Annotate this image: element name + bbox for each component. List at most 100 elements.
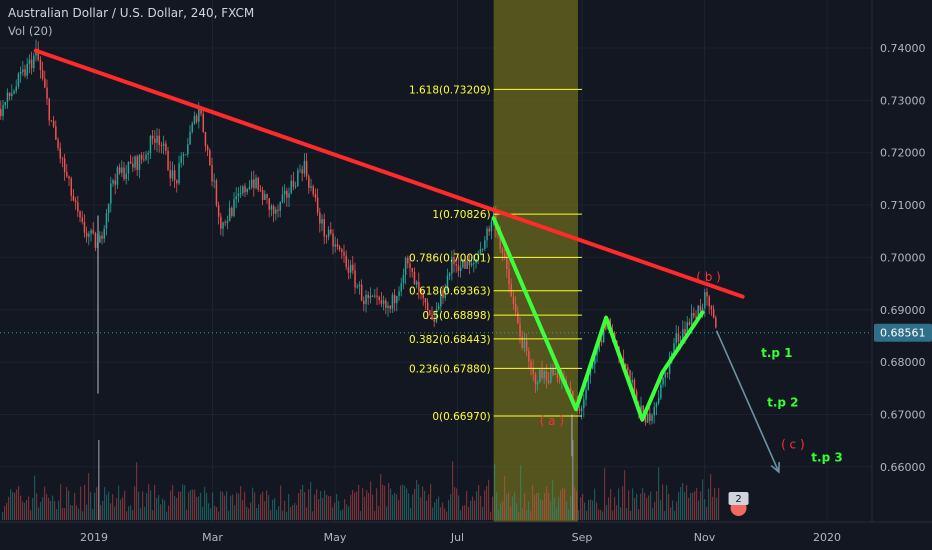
candle bbox=[448, 271, 451, 280]
volume-bar bbox=[640, 493, 642, 520]
candle-body bbox=[81, 217, 83, 222]
volume-bar bbox=[406, 488, 408, 520]
volume-bar bbox=[180, 491, 182, 520]
volume-bar bbox=[200, 492, 202, 520]
volume-bar bbox=[154, 484, 156, 520]
candle-body bbox=[554, 373, 556, 376]
volume-bar bbox=[178, 491, 180, 520]
candle-body bbox=[202, 113, 204, 133]
volume-indicator-label[interactable]: Vol (20) bbox=[8, 24, 53, 38]
volume-bar bbox=[318, 499, 320, 520]
price-tick-label: 0.72000 bbox=[880, 147, 926, 160]
fibonacci-level-label: 0.236(0.67880) bbox=[409, 363, 491, 375]
candle-body bbox=[123, 167, 125, 179]
candle-body bbox=[222, 222, 224, 229]
candle bbox=[343, 244, 345, 264]
candle bbox=[444, 283, 446, 302]
time-tick-label: Sep bbox=[572, 531, 593, 544]
candle-body bbox=[257, 177, 259, 190]
volume-bar bbox=[340, 510, 342, 520]
candle bbox=[363, 296, 365, 312]
time-tick-label: Mar bbox=[202, 531, 223, 544]
candle bbox=[189, 125, 191, 145]
candle bbox=[61, 156, 64, 168]
candle bbox=[442, 285, 444, 304]
volume-bar bbox=[270, 510, 272, 520]
candle bbox=[451, 250, 453, 281]
candle bbox=[360, 279, 363, 302]
candle-body bbox=[178, 163, 180, 184]
candle bbox=[699, 298, 702, 314]
candle-body bbox=[308, 176, 310, 188]
volume-bar bbox=[196, 496, 198, 520]
volume-bar bbox=[404, 485, 406, 520]
price-tick-label: 0.69000 bbox=[880, 304, 926, 317]
candle bbox=[264, 190, 266, 201]
candle bbox=[704, 288, 706, 317]
candle bbox=[57, 137, 59, 151]
volume-bar bbox=[706, 506, 708, 520]
candle bbox=[435, 302, 438, 324]
volume-bar bbox=[216, 507, 218, 520]
candle-body bbox=[264, 194, 266, 200]
volume-bar bbox=[72, 505, 74, 520]
candle bbox=[649, 407, 651, 425]
candle-body bbox=[347, 267, 350, 273]
candle-body bbox=[453, 256, 455, 265]
candle bbox=[283, 184, 286, 204]
candle bbox=[235, 187, 237, 209]
candle bbox=[501, 246, 504, 261]
candle bbox=[127, 161, 130, 181]
candle-body bbox=[360, 284, 363, 301]
candle bbox=[475, 258, 477, 269]
candle-body bbox=[448, 273, 451, 276]
volume-bar bbox=[546, 486, 548, 520]
candle bbox=[506, 252, 508, 278]
volume-bar bbox=[550, 500, 552, 520]
candle-body bbox=[11, 93, 13, 97]
volume-bar bbox=[12, 492, 14, 520]
candle-body bbox=[228, 207, 231, 222]
candle bbox=[55, 120, 57, 140]
candle-body bbox=[475, 259, 477, 264]
volume-bar bbox=[38, 507, 40, 520]
candle-body bbox=[411, 268, 413, 272]
candle bbox=[675, 324, 677, 350]
volume-bar bbox=[174, 495, 176, 520]
candle-body bbox=[605, 325, 607, 330]
candle bbox=[41, 61, 44, 81]
candle bbox=[228, 200, 231, 222]
candle-body bbox=[545, 371, 548, 381]
candle-body bbox=[587, 375, 589, 390]
volume-bar bbox=[612, 510, 614, 520]
volume-bar bbox=[604, 468, 606, 520]
volume-bar bbox=[616, 505, 618, 520]
candle-body bbox=[532, 368, 534, 374]
volume-bar bbox=[106, 494, 108, 520]
fibonacci-level-label: 0.382(0.68443) bbox=[409, 334, 491, 346]
volume-bar bbox=[458, 495, 460, 520]
candle-body bbox=[712, 309, 715, 318]
candle-body bbox=[396, 296, 398, 304]
candle-body bbox=[327, 229, 330, 237]
candle-body bbox=[468, 261, 471, 266]
volume-bar bbox=[218, 511, 220, 520]
volume-bar bbox=[452, 461, 454, 520]
volume-spike bbox=[571, 440, 574, 520]
volume-bar bbox=[120, 499, 122, 520]
candle-body bbox=[275, 209, 277, 214]
candle bbox=[290, 174, 292, 195]
candle bbox=[349, 260, 352, 279]
volume-bar bbox=[116, 498, 118, 520]
candle-body bbox=[341, 249, 343, 253]
volume-bar bbox=[422, 486, 424, 520]
volume-bar bbox=[348, 506, 350, 520]
volume-bar bbox=[476, 491, 478, 520]
volume-bar bbox=[124, 490, 126, 520]
candle bbox=[354, 262, 356, 294]
candle-body bbox=[363, 300, 365, 305]
candle bbox=[281, 186, 284, 204]
candle bbox=[440, 286, 442, 312]
candle-body bbox=[506, 257, 508, 269]
